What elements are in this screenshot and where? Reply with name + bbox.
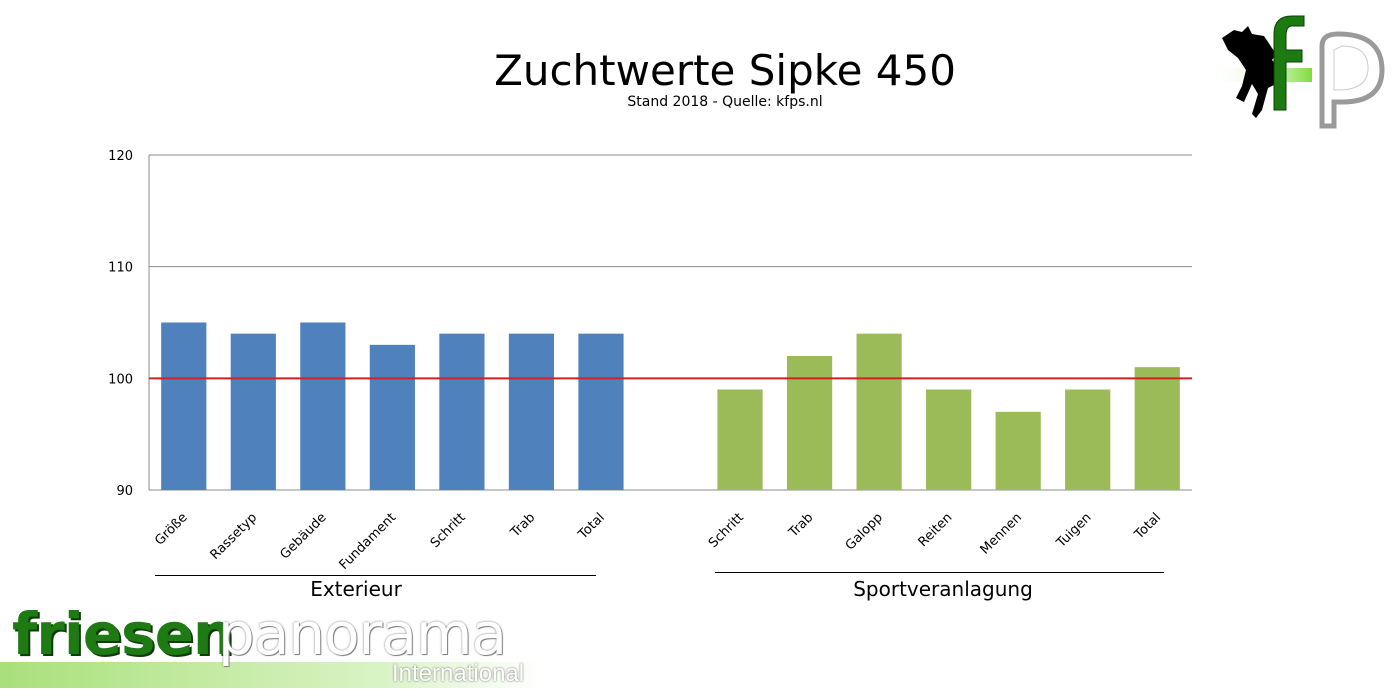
bar: [926, 389, 972, 490]
x-tick-label: Rassetyp: [208, 510, 261, 563]
bar: [230, 333, 276, 490]
bar: [717, 389, 763, 490]
horse-icon: [1222, 26, 1278, 118]
x-tick-label: Trab: [786, 510, 817, 541]
bar: [1065, 389, 1111, 490]
bar: [300, 322, 346, 490]
group-label-sportveranlagung: Sportveranlagung: [853, 577, 1033, 601]
x-tick-label: Total: [1131, 510, 1164, 543]
bar: [161, 322, 207, 490]
bar: [508, 333, 555, 490]
y-tick-label: 110: [108, 261, 133, 276]
brand-logo-panorama: panorama: [218, 600, 507, 668]
chart-title: Zuchtwerte Sipke 450: [494, 46, 956, 95]
bar: [856, 333, 902, 490]
bar: [995, 411, 1041, 490]
fp-logo-text: fp: [1212, 10, 1213, 11]
x-tick-label: Galopp: [843, 510, 886, 553]
y-tick-label: 100: [108, 372, 133, 387]
brand-logo-international: International: [392, 660, 525, 687]
bar: [786, 356, 833, 490]
x-tick-label: Größe: [152, 510, 190, 548]
x-tick-label: Mennen: [978, 510, 1025, 557]
y-tick-label: 120: [108, 149, 133, 164]
x-tick-label: Tuigen: [1053, 510, 1094, 551]
brand-logo-friesen: friesen: [12, 600, 234, 668]
group-line-sportveranlagung: [715, 572, 1164, 573]
y-tick-label: 90: [116, 484, 133, 499]
group-line-exterieur: [155, 575, 596, 576]
bar: [439, 333, 485, 490]
chart-subtitle: Stand 2018 - Quelle: kfps.nl: [627, 94, 823, 110]
x-tick-label: Gebäude: [277, 510, 329, 562]
group-label-exterieur: Exterieur: [310, 577, 402, 601]
x-tick-label: Total: [575, 510, 608, 543]
x-tick-label: Reiten: [916, 510, 956, 550]
bar: [369, 344, 415, 490]
x-tick-label: Fundament: [337, 510, 400, 573]
bar: [1134, 367, 1180, 490]
x-tick-label: Schritt: [428, 510, 469, 551]
x-tick-label: Trab: [507, 510, 538, 541]
bar: [578, 333, 624, 490]
brand-band: [0, 662, 540, 688]
x-tick-label: Schritt: [706, 510, 747, 551]
fp-logo: fp: [1212, 10, 1385, 129]
